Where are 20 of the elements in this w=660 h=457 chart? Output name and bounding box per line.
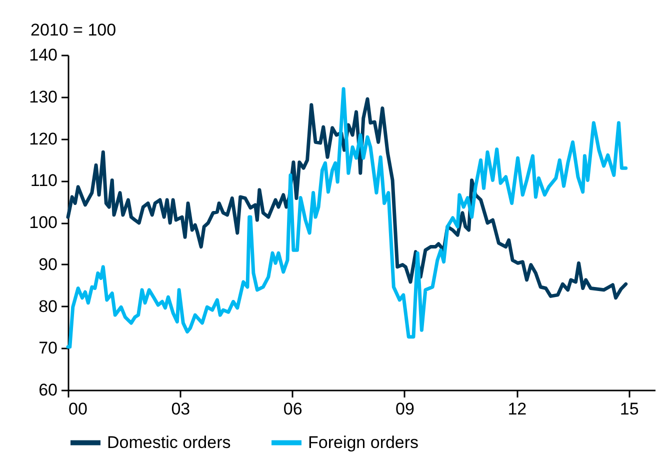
y-tick-label: 90 [38,254,58,274]
y-tick-label: 80 [38,296,58,316]
y-axis-title: 2010 = 100 [30,20,116,40]
y-tick-label: 100 [29,213,58,232]
y-tick-label: 70 [38,338,58,358]
x-tick-label: 12 [508,400,527,418]
x-tick-label: 00 [68,400,88,418]
x-tick-label: 09 [396,400,414,418]
y-tick-label: 120 [29,129,58,148]
legend-label: Domestic orders [107,432,231,452]
x-tick-label: 06 [283,400,302,418]
y-tick-label: 110 [30,171,58,190]
y-tick-label: 140 [29,46,58,64]
line-series [66,97,628,300]
legend-label: Foreign orders [308,432,419,452]
line-series [66,87,628,349]
x-tick-label: 15 [620,400,639,418]
y-tick-label: 60 [38,380,58,400]
x-tick-label: 03 [171,400,190,418]
y-tick-label: 130 [29,87,58,106]
